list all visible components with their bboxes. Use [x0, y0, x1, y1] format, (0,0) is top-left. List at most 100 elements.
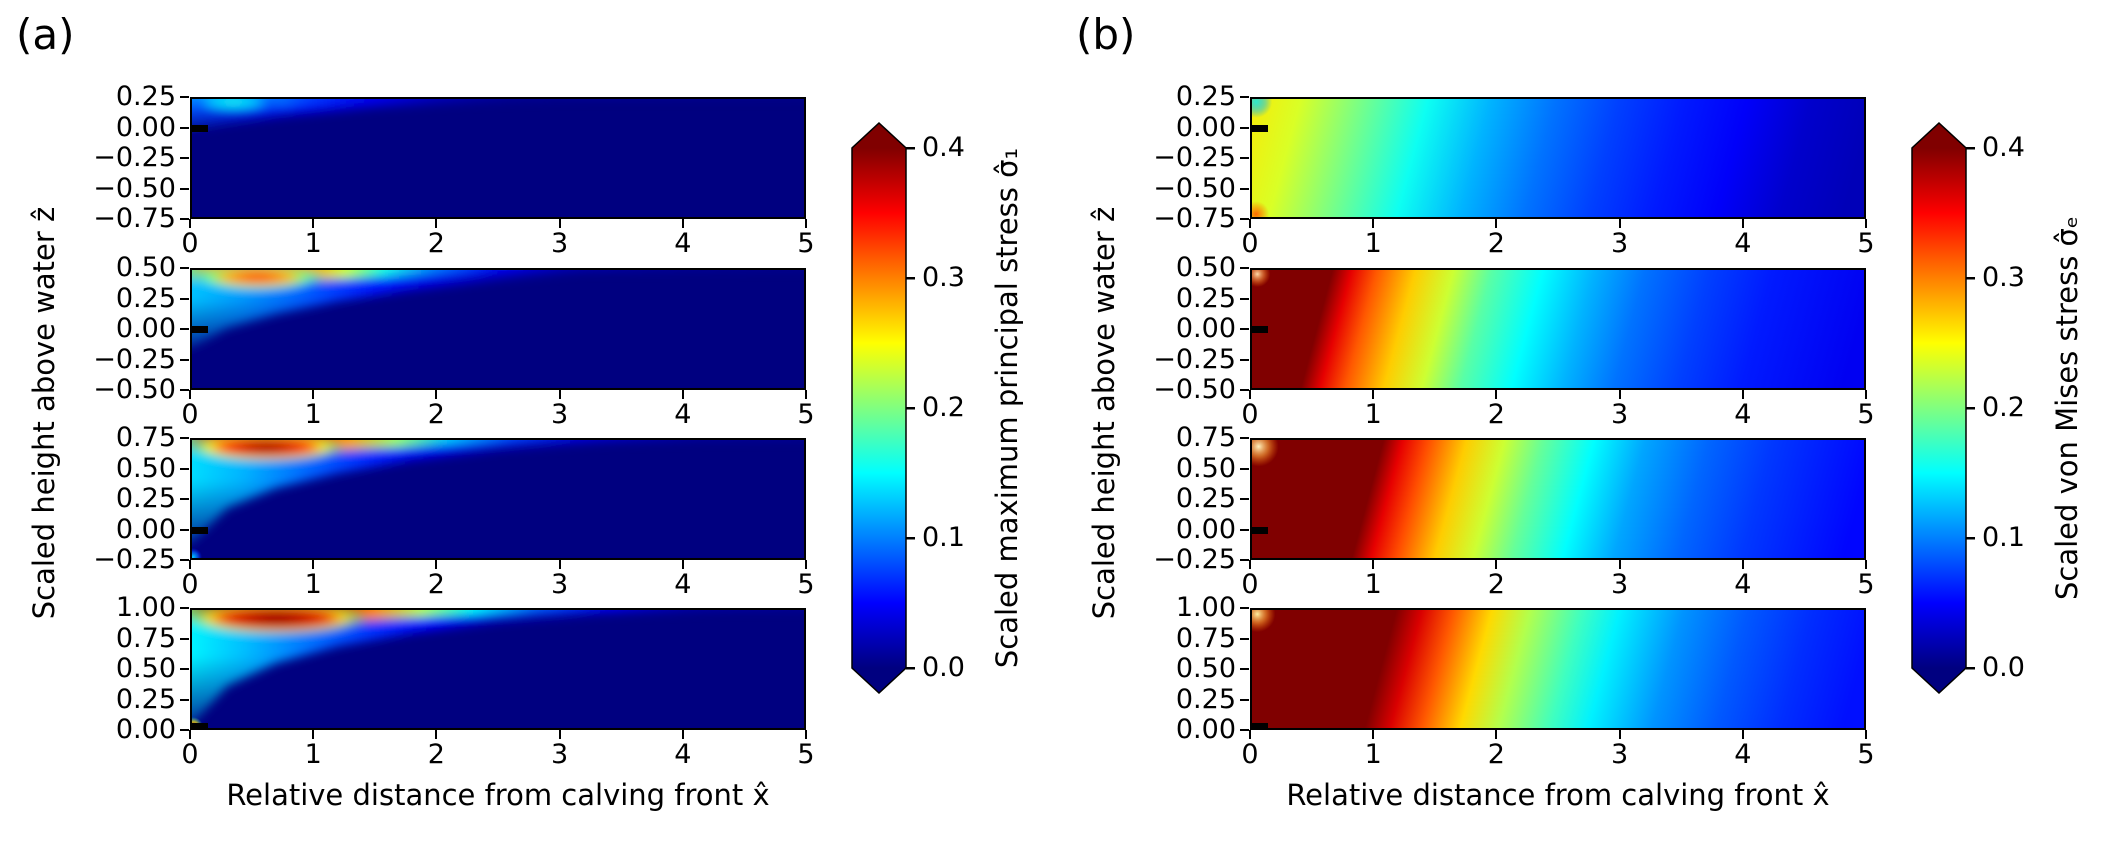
waterline-marker [190, 326, 208, 333]
y-tick [180, 187, 189, 190]
y-tick [1240, 698, 1249, 701]
y-tick [180, 358, 189, 361]
x-tick [1249, 730, 1251, 739]
x-tick [1495, 560, 1498, 569]
x-tick [558, 730, 561, 739]
y-tick-label: 0.00 [115, 513, 176, 545]
y-tick [180, 559, 189, 561]
x-tick [312, 730, 315, 739]
y-tick [180, 389, 189, 391]
x-tick [805, 730, 807, 739]
y-tick-label: −0.50 [1153, 172, 1236, 204]
colorbar-b [1911, 121, 1984, 695]
x-tick [189, 730, 191, 739]
y-tick-label: 0.00 [115, 111, 176, 143]
x-tick [435, 390, 438, 399]
x-tick [1618, 390, 1621, 399]
x-tick-label: 4 [674, 228, 692, 259]
y-tick [1240, 328, 1249, 330]
x-tick [435, 219, 438, 228]
y-tick-label: 0.00 [1175, 313, 1236, 344]
x-tick [435, 560, 438, 569]
x-tick-label: 1 [1364, 569, 1382, 600]
y-tick-label: 0.25 [115, 683, 176, 715]
x-tick-label: 1 [304, 399, 322, 430]
x-tick-label: 4 [1734, 569, 1752, 600]
y-tick-label: 0.75 [1175, 422, 1236, 453]
y-tick [180, 467, 189, 470]
colorbar-tick-label: 0.2 [922, 392, 965, 423]
y-tick [1240, 528, 1249, 531]
x-tick-label: 5 [1857, 228, 1875, 259]
x-tick [1618, 730, 1621, 739]
y-tick-label: 0.25 [1175, 483, 1236, 514]
y-tick-label: 0.25 [115, 81, 176, 112]
x-tick-label: 0 [1241, 228, 1259, 259]
colorbar-tick-label: 0.4 [1982, 132, 2025, 163]
x-tick [1495, 390, 1498, 399]
x-tick [1372, 730, 1375, 739]
y-tick-label: −0.75 [93, 203, 176, 234]
y-tick-label: −0.25 [1153, 343, 1236, 375]
x-tick-label: 3 [551, 399, 569, 430]
y-tick-label: 0.25 [1175, 81, 1236, 112]
x-tick-label: 5 [1857, 739, 1875, 770]
y-tick [1240, 96, 1249, 98]
colorbar-a [851, 121, 924, 695]
y-tick [1240, 437, 1249, 439]
x-tick [681, 390, 684, 399]
panel-b-y-axis-label: Scaled height above water ẑ [1087, 206, 1121, 620]
x-tick-label: 5 [797, 739, 815, 770]
heatmap-b4 [1239, 596, 1876, 740]
colorbar-tick-label: 0.0 [922, 652, 965, 683]
x-tick [1495, 730, 1498, 739]
y-tick [1240, 498, 1249, 500]
x-tick [1741, 730, 1744, 739]
x-tick [1249, 390, 1251, 399]
y-tick-label: −0.75 [1153, 203, 1236, 234]
x-tick-label: 4 [1734, 228, 1752, 259]
x-tick [1495, 219, 1498, 228]
y-tick-label: 1.00 [115, 592, 176, 623]
panel-b-x-axis-label: Relative distance from calving front x̂ [1286, 778, 1830, 812]
x-tick [558, 390, 561, 399]
panel-a-label: (a) [16, 10, 75, 59]
x-tick [312, 560, 315, 569]
colorbar-tick-label: 0.3 [1982, 262, 2025, 293]
x-tick [312, 390, 315, 399]
x-tick [1865, 560, 1867, 569]
y-tick [1240, 729, 1249, 731]
waterline-marker [1250, 526, 1268, 534]
y-tick-label: 0.50 [1175, 452, 1236, 484]
y-tick [180, 126, 189, 129]
x-tick [435, 730, 438, 739]
waterline-marker [190, 124, 208, 132]
x-tick-label: 2 [1487, 739, 1505, 770]
x-tick-label: 3 [551, 228, 569, 259]
heatmap-a2 [180, 258, 816, 390]
x-tick [681, 560, 684, 569]
x-tick-label: 2 [427, 569, 445, 600]
y-tick-label: 0.75 [1175, 622, 1236, 654]
x-tick [1741, 560, 1744, 569]
heatmap-a1 [180, 87, 816, 219]
y-tick [1240, 358, 1249, 361]
y-tick-label: 0.00 [1175, 714, 1236, 745]
y-tick [1240, 559, 1249, 561]
y-tick-label: 0.00 [1175, 111, 1236, 143]
waterline-marker [1250, 326, 1268, 333]
colorbar-tick-label: 0.1 [922, 522, 965, 553]
x-tick [1618, 560, 1621, 569]
x-tick-label: 3 [551, 739, 569, 770]
x-tick-label: 3 [1611, 228, 1629, 259]
x-tick-label: 3 [551, 569, 569, 600]
y-tick-label: −0.50 [1153, 374, 1236, 405]
x-tick-label: 1 [304, 228, 322, 259]
x-tick-label: 3 [1611, 739, 1629, 770]
x-tick [1618, 219, 1621, 228]
x-tick-label: 3 [1611, 569, 1629, 600]
x-tick-label: 4 [1734, 399, 1752, 430]
colorbar-tick-label: 0.0 [1982, 652, 2025, 683]
x-tick-label: 5 [797, 569, 815, 600]
